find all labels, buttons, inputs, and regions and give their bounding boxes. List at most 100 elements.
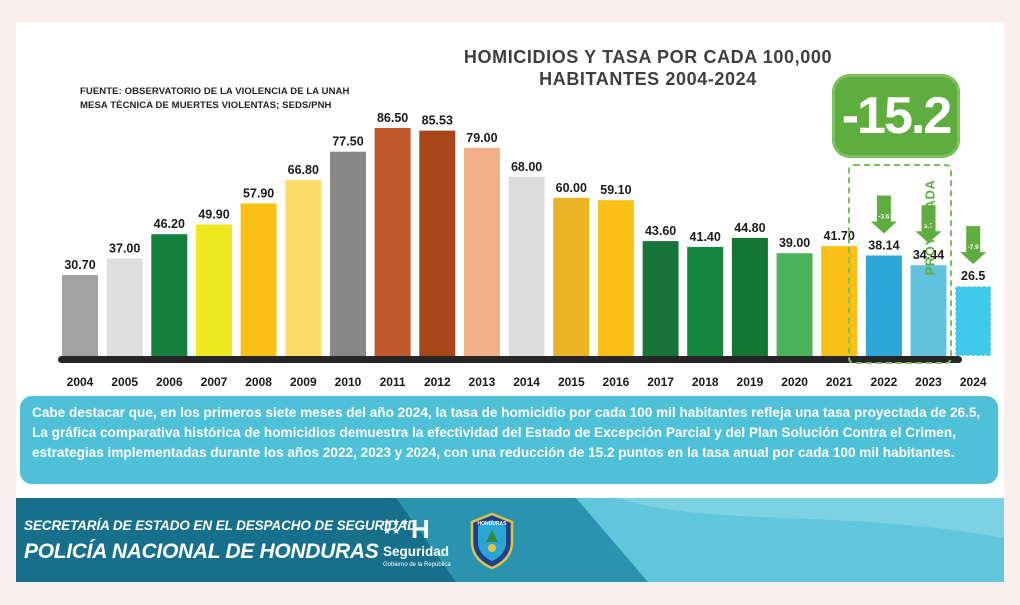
chart-baseline [58,356,962,363]
org-line-2: POLICÍA NACIONAL DE HONDURAS [24,540,379,563]
org-line-1: SECRETARÍA DE ESTADO EN EL DESPACHO DE S… [24,518,417,533]
change-arrow-2023: 3.7 [915,205,942,244]
tick-label-2012: 2012 [424,375,451,389]
chart-title: HOMICIDIOS Y TASA POR CADA 100,000 HABIT… [408,46,888,90]
value-label-2009: 66.80 [288,163,319,177]
bar-2017 [642,241,679,356]
down-arrow-icon [915,205,942,244]
tick-label-2008: 2008 [245,375,272,389]
gobierno-text: Gobierno de la República [383,562,451,568]
down-arrow-icon [960,226,987,265]
value-label-2018: 41.40 [690,230,721,244]
value-label-2016: 59.10 [600,183,631,197]
h-mark: H [411,514,430,544]
tick-label-2024: 2024 [960,375,987,389]
down-arrow-icon [870,195,897,234]
value-label-2017: 43.60 [645,224,676,238]
change-arrow-2022: -3.6 [870,195,897,234]
value-label-2023: 34.44 [913,248,944,262]
tick-label-2023: 2023 [915,375,942,389]
chart-title-line-2: HABITANTES 2004-2024 [539,69,757,89]
bar-2006 [151,234,188,356]
tick-label-2022: 2022 [871,375,898,389]
bar-2009 [285,179,322,356]
seguridad-logo: ★★★ ★★ H Seguridad Gobierno de la Repúbl… [383,514,473,574]
value-label-2008: 57.90 [243,186,274,200]
projected-label-text: PROYECTADA [922,178,938,276]
bar-2012 [419,130,456,356]
bar-2007 [196,224,232,356]
projected-range-box [848,164,952,364]
value-label-2005: 37.00 [109,242,140,256]
bar-2013 [463,147,500,356]
tick-label-2018: 2018 [692,375,719,389]
info-box: Cabe destacar que, en los primeros siete… [20,396,998,484]
tick-label-2017: 2017 [647,375,674,389]
bar-chart: 30.70 2004 37.00 2005 46.20 2006 49.90 2007 57.9… [58,111,992,389]
tick-label-2016: 2016 [603,375,630,389]
bar-2008 [240,203,277,356]
bar-2004 [62,275,98,356]
value-label-2012: 85.53 [422,114,453,128]
bar-2021 [821,246,858,356]
bar-2015 [553,197,590,356]
bar-2014 [508,176,545,356]
tick-label-2009: 2009 [290,375,317,389]
police-badge-icon: HONDURAS [470,512,514,570]
footer-dark-panel [16,498,456,582]
chart-title-line-1: HOMICIDIOS Y TASA POR CADA 100,000 [463,47,833,67]
bar-2011 [374,128,411,356]
change-label-2022: -3.6 [878,214,890,221]
change-arrow-2024: -7.9 [960,226,987,265]
footer-wave [616,498,1004,538]
bar-2019 [731,237,768,356]
value-label-2019: 44.80 [734,221,765,235]
bar-2022 [865,255,902,356]
value-label-2007: 49.90 [198,208,229,222]
tick-label-2013: 2013 [469,375,496,389]
labels-layer: 30.70 2004 37.00 2005 46.20 2006 49.90 2007 57.9… [64,111,987,389]
bar-2024 [954,285,992,357]
tick-label-2020: 2020 [781,375,808,389]
seguridad-text: Seguridad [383,544,450,559]
tick-label-2005: 2005 [111,375,138,389]
tick-label-2019: 2019 [737,375,764,389]
tick-label-2015: 2015 [558,375,585,389]
change-label-2024: -7.9 [968,244,980,251]
reduction-badge: -15.2 [832,74,960,158]
source-line-2: MESA TÉCNICA DE MUERTES VIOLENTAS; SEDS/… [80,100,332,111]
tick-label-2014: 2014 [513,375,540,389]
source-line-1: FUENTE: OBSERVATORIO DE LA VIOLENCIA DE … [80,86,350,97]
value-label-2022: 38.14 [868,239,899,253]
infographic-card: 30.70 2004 37.00 2005 46.20 2006 49.90 2007 57.9… [16,22,1004,582]
value-label-2021: 41.70 [824,229,855,243]
stars-icon: ★★★ ★★ [383,517,411,536]
footer-background [16,498,1004,582]
tick-label-2006: 2006 [156,375,183,389]
value-label-2024: 26.5 [961,269,985,283]
bar-2023 [910,265,947,356]
value-label-2011: 86.50 [377,111,408,125]
tick-label-2011: 2011 [380,375,406,389]
tick-label-2010: 2010 [335,375,362,389]
value-label-2015: 60.00 [556,181,587,195]
bar-2018 [687,246,724,356]
bars-layer [62,128,992,357]
tick-label-2004: 2004 [67,375,94,389]
value-label-2004: 30.70 [64,258,95,272]
bar-2020 [776,253,813,356]
tick-label-2007: 2007 [201,375,228,389]
bar-2016 [597,200,634,356]
projected-label: PROYECTADA [920,172,940,282]
bar-2005 [106,258,143,356]
value-label-2014: 68.00 [511,160,542,174]
value-label-2006: 46.20 [154,217,185,231]
badge-text: HONDURAS [478,521,508,527]
bar-2010 [330,151,366,356]
footer-banner: SECRETARÍA DE ESTADO EN EL DESPACHO DE S… [16,498,1004,582]
value-label-2020: 39.00 [779,236,810,250]
value-label-2013: 79.00 [466,131,497,145]
tick-label-2021: 2021 [826,375,853,389]
change-label-2023: 3.7 [924,223,933,230]
value-label-2010: 77.50 [332,135,363,149]
